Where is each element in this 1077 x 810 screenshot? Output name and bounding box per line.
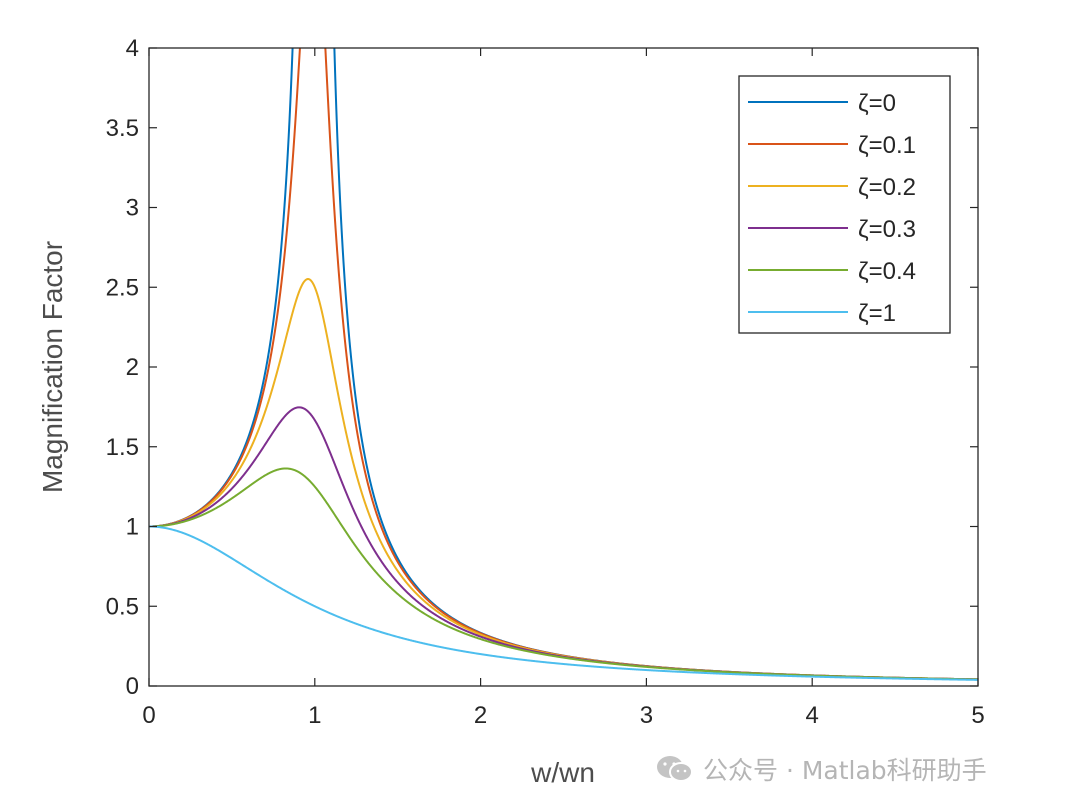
- curves-group: [149, 48, 978, 681]
- y-tick-label: 1.5: [106, 434, 139, 461]
- legend-label-1: ζ=0.1: [858, 132, 916, 159]
- y-tick-label: 3: [126, 195, 139, 222]
- y-tick-label: 0.5: [106, 593, 139, 620]
- y-tick-label: 2.5: [106, 274, 139, 301]
- series-line-5: [149, 525, 978, 681]
- watermark: 公众号 · Matlab科研助手: [655, 752, 987, 786]
- legend-label-3: ζ=0.3: [858, 216, 916, 243]
- legend: ζ=0 ζ=0.1 ζ=0.2 ζ=0.3 ζ=0.4 ζ=1: [738, 75, 951, 334]
- y-tick-label: 2: [126, 354, 139, 381]
- y-tick-label: 1: [126, 514, 139, 541]
- ticks-group: 0 1 2 3 4 5 0 0.5 1 1.5 2 2.5 3 3.5 4: [106, 35, 985, 729]
- legend-label-4: ζ=0.4: [858, 258, 916, 285]
- x-tick-label: 2: [474, 702, 487, 729]
- x-tick-label: 3: [640, 702, 653, 729]
- y-tick-label: 3.5: [106, 115, 139, 142]
- legend-label-5: ζ=1: [858, 300, 896, 327]
- wechat-icon: [657, 756, 693, 782]
- legend-box: [738, 75, 951, 334]
- x-tick-label: 5: [971, 702, 984, 729]
- x-tick-label: 1: [308, 702, 321, 729]
- y-tick-label: 0: [126, 673, 139, 700]
- legend-label-0: ζ=0: [858, 90, 896, 117]
- legend-label-2: ζ=0.2: [858, 174, 916, 201]
- y-tick-label: 4: [126, 35, 139, 62]
- x-axis-label: w/wn: [530, 757, 595, 788]
- watermark-text: 公众号 · Matlab科研助手: [703, 756, 987, 785]
- x-tick-label: 4: [806, 702, 819, 729]
- x-tick-label: 0: [142, 702, 155, 729]
- y-axis-label: Magnification Factor: [37, 241, 68, 493]
